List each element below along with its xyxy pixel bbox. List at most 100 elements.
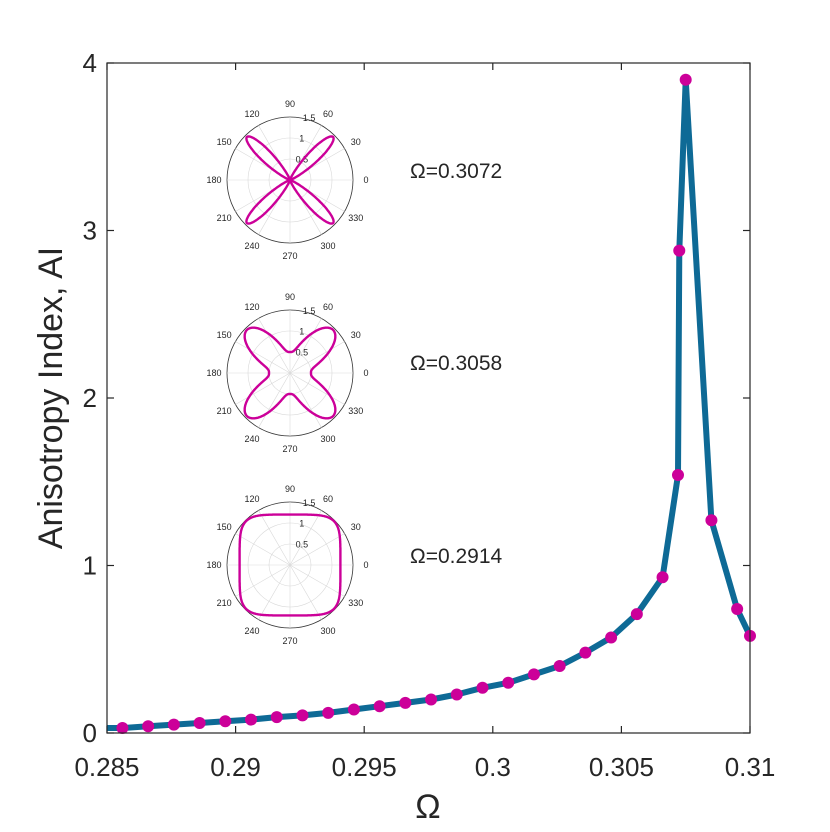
data-point bbox=[270, 711, 283, 724]
omega-label: Ω=0.3072 bbox=[410, 160, 502, 183]
polar-angle-label: 300 bbox=[320, 626, 335, 636]
polar-radius-label: 0.5 bbox=[296, 347, 309, 357]
polar-angle-label: 150 bbox=[217, 330, 232, 340]
data-point bbox=[322, 706, 335, 719]
y-tick-label: 2 bbox=[83, 383, 97, 413]
polar-angle-label: 210 bbox=[217, 406, 232, 416]
polar-angle-label: 240 bbox=[244, 241, 259, 251]
polar-angle-label: 180 bbox=[206, 368, 221, 378]
polar-radius-label: 0.5 bbox=[296, 539, 309, 549]
polar-angle-label: 0 bbox=[363, 368, 368, 378]
polar-angle-label: 60 bbox=[323, 494, 333, 504]
polar-angle-label: 90 bbox=[285, 292, 295, 302]
polar-angle-label: 270 bbox=[282, 251, 297, 261]
polar-spoke bbox=[258, 318, 291, 374]
polar-radius-label: 1.5 bbox=[303, 306, 316, 316]
plot-area bbox=[107, 63, 750, 733]
polar-spoke bbox=[258, 564, 291, 620]
x-tick-label: 0.305 bbox=[589, 752, 654, 782]
y-tick-label: 0 bbox=[83, 718, 97, 748]
data-point bbox=[671, 469, 684, 482]
polar-spoke bbox=[235, 533, 291, 566]
data-point bbox=[656, 571, 669, 584]
x-tick-label: 0.31 bbox=[725, 752, 776, 782]
polar-angle-label: 300 bbox=[320, 241, 335, 251]
polar-angle-label: 120 bbox=[244, 494, 259, 504]
data-point bbox=[731, 603, 744, 616]
polar-spoke bbox=[289, 510, 322, 566]
data-point bbox=[116, 721, 129, 734]
x-tick-label: 0.295 bbox=[332, 752, 397, 782]
data-point bbox=[605, 631, 618, 644]
omega-label: Ω=0.2914 bbox=[410, 545, 503, 568]
polar-spoke bbox=[289, 318, 322, 374]
polar-spoke bbox=[258, 372, 291, 428]
data-point bbox=[245, 713, 258, 726]
polar-angle-label: 120 bbox=[244, 109, 259, 119]
polar-angle-label: 270 bbox=[282, 636, 297, 646]
polar-angle-label: 240 bbox=[244, 434, 259, 444]
polar-spoke bbox=[289, 372, 345, 405]
polar-angle-label: 240 bbox=[244, 626, 259, 636]
polar-spoke bbox=[289, 372, 322, 428]
x-tick-label: 0.3 bbox=[475, 752, 511, 782]
data-point bbox=[425, 693, 438, 706]
polar-angle-label: 30 bbox=[351, 330, 361, 340]
polar-curve bbox=[245, 135, 335, 225]
polar-angle-label: 90 bbox=[285, 484, 295, 494]
data-point bbox=[579, 646, 592, 659]
x-tick-label: 0.285 bbox=[74, 752, 139, 782]
polar-spoke bbox=[289, 533, 345, 566]
data-point bbox=[399, 696, 412, 709]
data-point bbox=[167, 718, 180, 731]
x-tick-labels: 0.285 0.29 0.295 0.3 0.305 0.31 bbox=[74, 752, 775, 782]
y-tick-labels: 0 1 2 3 4 bbox=[83, 48, 97, 748]
data-point bbox=[673, 244, 686, 257]
polar-inset: 03060901201501802102402703003300.511.5Ω=… bbox=[206, 292, 502, 454]
polar-angle-label: 180 bbox=[206, 560, 221, 570]
polar-curve bbox=[238, 513, 342, 617]
polar-radius-label: 1.5 bbox=[303, 498, 316, 508]
y-tick-label: 3 bbox=[83, 216, 97, 246]
polar-angle-label: 120 bbox=[244, 302, 259, 312]
data-point bbox=[705, 514, 718, 527]
data-point bbox=[347, 703, 360, 716]
series-layer bbox=[107, 73, 756, 734]
data-point bbox=[502, 676, 515, 689]
data-point bbox=[553, 660, 566, 672]
polar-angle-label: 330 bbox=[348, 406, 363, 416]
polar-angle-label: 330 bbox=[348, 598, 363, 608]
polar-inset: 03060901201501802102402703003300.511.5Ω=… bbox=[206, 484, 502, 646]
polar-angle-label: 60 bbox=[323, 302, 333, 312]
x-axis-title: Ω bbox=[415, 788, 440, 826]
polar-angle-label: 150 bbox=[217, 522, 232, 532]
polar-angle-label: 330 bbox=[348, 213, 363, 223]
polar-angle-label: 30 bbox=[351, 137, 361, 147]
polar-angle-label: 0 bbox=[363, 175, 368, 185]
data-point bbox=[527, 668, 540, 681]
polar-radius-label: 1.5 bbox=[303, 113, 316, 123]
polar-angle-label: 300 bbox=[320, 434, 335, 444]
data-point bbox=[219, 715, 232, 728]
polar-radius-label: 1 bbox=[299, 519, 304, 529]
data-point bbox=[296, 709, 309, 722]
polar-inset: 03060901201501802102402703003300.511.5Ω=… bbox=[206, 99, 502, 261]
polar-curve bbox=[243, 326, 337, 420]
data-point bbox=[476, 681, 489, 694]
polar-spoke bbox=[289, 564, 345, 597]
data-point bbox=[193, 716, 206, 729]
polar-spoke bbox=[235, 564, 291, 597]
y-tick-label: 4 bbox=[83, 48, 97, 78]
plot-frame bbox=[106, 62, 751, 734]
data-point bbox=[679, 73, 692, 86]
polar-spoke bbox=[289, 564, 322, 620]
data-point bbox=[142, 720, 155, 733]
polar-angle-label: 150 bbox=[217, 137, 232, 147]
x-tick-label: 0.29 bbox=[210, 752, 261, 782]
polar-angle-label: 270 bbox=[282, 444, 297, 454]
polar-angle-label: 30 bbox=[351, 522, 361, 532]
insets-layer: 03060901201501802102402703003300.511.5Ω=… bbox=[206, 99, 502, 646]
polar-spoke bbox=[235, 372, 291, 405]
polar-angle-label: 0 bbox=[363, 560, 368, 570]
